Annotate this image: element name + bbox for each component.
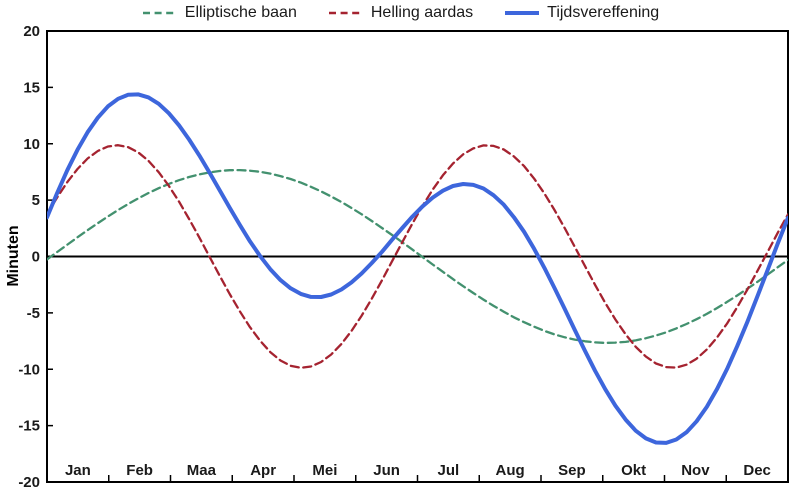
y-tick-label: 10 <box>23 136 40 153</box>
y-tick-label: -5 <box>27 305 40 322</box>
month-label-jun: Jun <box>373 462 400 479</box>
series-line-tijdsvereffening <box>47 92 788 445</box>
y-tick-label: -15 <box>18 418 40 435</box>
legend-item-elliptische-baan: Elliptische baan <box>141 5 297 21</box>
month-label-dec: Dec <box>743 462 771 479</box>
y-tick-label: 20 <box>23 23 40 40</box>
month-label-jan: Jan <box>65 462 91 479</box>
dashed-line-sample-red <box>328 11 363 15</box>
month-label-feb: Feb <box>126 462 153 479</box>
month-label-aug: Aug <box>496 462 525 479</box>
month-label-nov: Nov <box>681 462 710 479</box>
legend-label: Tijdsvereffening <box>547 4 660 21</box>
chart-legend: Elliptische baan Helling aardas Tijdsver… <box>0 5 800 21</box>
month-label-maa: Maa <box>187 462 217 479</box>
month-label-apr: Apr <box>250 462 276 479</box>
y-tick-label: 5 <box>32 192 40 209</box>
solid-line-sample-blue <box>505 11 540 15</box>
legend-item-tijdsvereffening: Tijdsvereffening <box>503 5 659 21</box>
month-label-jul: Jul <box>438 462 460 479</box>
month-label-mei: Mei <box>312 462 337 479</box>
y-tick-label: 15 <box>23 79 40 96</box>
legend-item-helling-aardas: Helling aardas <box>327 5 473 21</box>
legend-label: Helling aardas <box>370 4 474 21</box>
legend-label: Elliptische baan <box>184 4 297 21</box>
series-line-elliptische-baan <box>47 168 788 345</box>
month-label-sep: Sep <box>558 462 586 479</box>
month-label-okt: Okt <box>621 462 646 479</box>
dashed-line-sample-green <box>142 11 177 15</box>
y-tick-label: 0 <box>32 249 40 266</box>
y-tick-label: -20 <box>18 474 40 491</box>
y-axis-title: Minuten <box>5 225 22 287</box>
y-tick-label: -10 <box>18 361 40 378</box>
series-line-helling-aardas <box>47 144 788 369</box>
